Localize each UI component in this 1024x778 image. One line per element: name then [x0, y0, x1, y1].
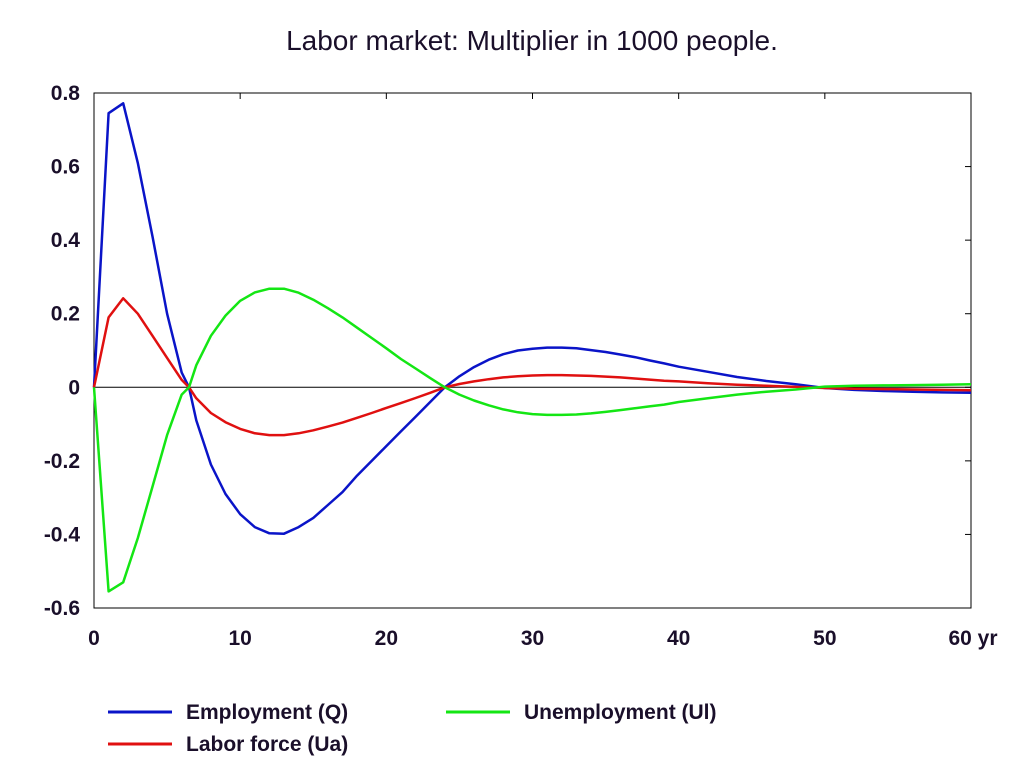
- series-line-unemployment: [92, 287, 972, 593]
- y-tick-label: 0.6: [51, 156, 80, 179]
- plot-frame: [93, 92, 972, 609]
- chart-title: Labor market: Multiplier in 1000 people.: [286, 25, 778, 56]
- x-tick-label: 10: [228, 627, 251, 650]
- x-axis: 0 10 20 30 40 50 60 yr: [88, 93, 998, 650]
- series-line-employment: [92, 102, 972, 535]
- y-tick-label: 0.8: [51, 82, 81, 105]
- y-tick-label: -0.2: [44, 450, 80, 473]
- plot-area: [93, 92, 972, 609]
- x-tick-label: 0: [88, 627, 100, 650]
- legend: Employment (Q) Labor force (Ua) Unemploy…: [108, 701, 717, 756]
- series-lines: [92, 102, 972, 593]
- series-line-labor-force: [92, 297, 972, 437]
- y-tick-label: 0.4: [51, 229, 81, 252]
- legend-label-labor-force: Labor force (Ua): [186, 733, 348, 756]
- y-axis: 0.8 0.6 0.4 0.2 0 -0.2 -0.4 -0.6: [44, 82, 971, 620]
- y-tick-label: 0.2: [51, 303, 80, 326]
- x-tick-label: 20: [375, 627, 398, 650]
- y-tick-label: -0.6: [44, 597, 80, 620]
- x-tick-label: 40: [667, 627, 690, 650]
- x-tick-label: 50: [813, 627, 836, 650]
- x-tick-label: 30: [521, 627, 544, 650]
- legend-label-unemployment: Unemployment (Ul): [524, 701, 717, 724]
- legend-label-employment: Employment (Q): [186, 701, 348, 724]
- y-tick-label: -0.4: [44, 523, 81, 546]
- y-tick-label: 0: [68, 376, 80, 399]
- x-tick-label: 60 yr: [948, 627, 997, 650]
